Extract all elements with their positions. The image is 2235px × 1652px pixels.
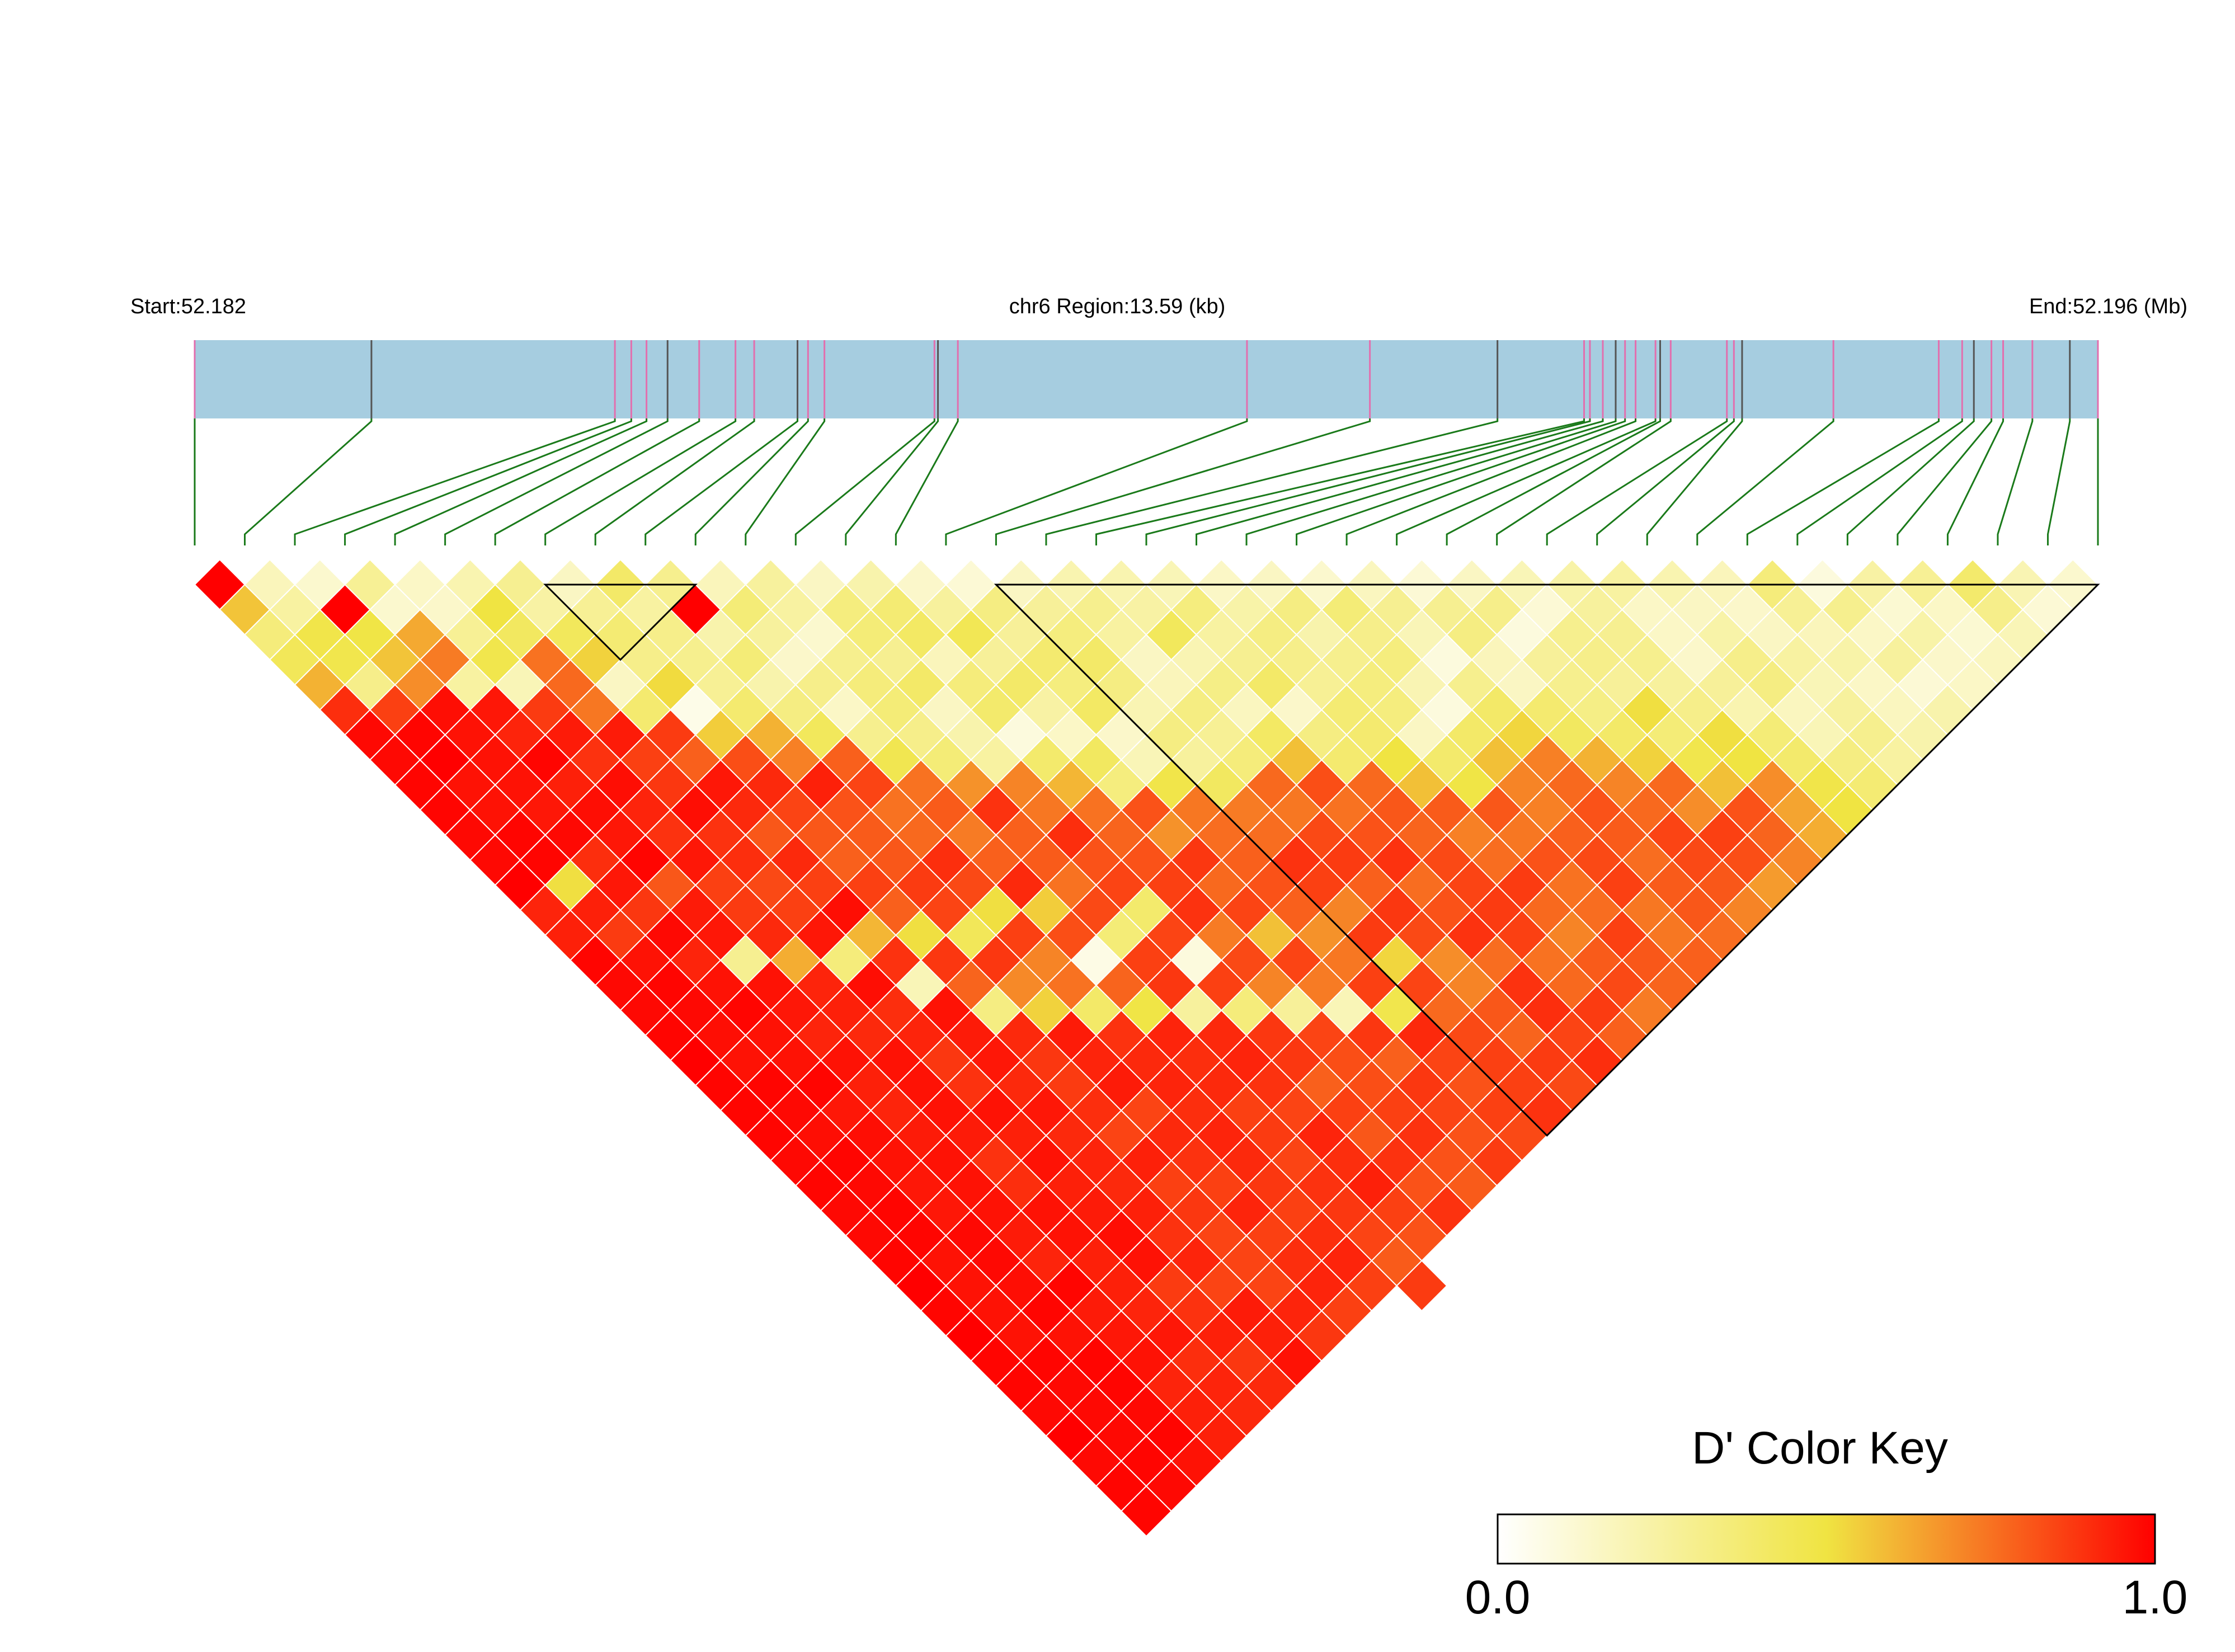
snp-connector [444, 418, 669, 545]
snp-connector [845, 418, 939, 545]
snp-connector [1145, 418, 1591, 545]
snp-connector [794, 418, 935, 545]
snp-connector [394, 418, 648, 545]
snp-connector [244, 418, 373, 545]
snp-connector [1997, 418, 2034, 545]
color-key-gradient-bar [1497, 1513, 2156, 1565]
snp-connector [1897, 418, 1993, 545]
snp-connector [1846, 418, 1975, 545]
region-title: chr6 Region:13.59 (kb) [1009, 295, 1226, 318]
snp-connector [1746, 418, 1940, 545]
ld-cell [1396, 1260, 1448, 1312]
ld-block-outline [543, 583, 698, 661]
snp-connector [995, 418, 1371, 545]
snp-connector [1796, 418, 1963, 545]
color-key: D' Color Key 0.0 1.0 [1465, 1423, 2188, 1623]
snp-connector-lines [194, 418, 2099, 545]
snp-connector [945, 418, 1248, 545]
snp-connector [1646, 418, 1743, 545]
snp-connector [1546, 418, 1728, 545]
snp-connector [1596, 418, 1735, 545]
region-end-label: End:52.196 (Mb) [2029, 295, 2187, 318]
snp-connector [294, 418, 616, 545]
snp-connector [1396, 418, 1657, 545]
snp-connector [1345, 418, 1637, 545]
snp-connector [2046, 418, 2071, 545]
snp-connector [344, 418, 632, 545]
snp-connector [644, 418, 799, 545]
snp-connector [544, 418, 737, 545]
snp-connector [494, 418, 700, 545]
snp-connector [1245, 418, 1617, 545]
snp-connector [1296, 418, 1626, 545]
snp-connector [1496, 418, 1672, 545]
color-key-title: D' Color Key [1692, 1423, 1948, 1474]
snp-connector [1446, 418, 1661, 545]
color-key-max-label: 1.0 [2123, 1571, 2188, 1623]
snp-connector [694, 418, 809, 545]
snp-connector [895, 418, 959, 545]
snp-connector [1095, 418, 1585, 545]
snp-connector [1946, 418, 2005, 545]
gene-track-bar [195, 340, 2098, 418]
snp-connector [594, 418, 755, 545]
snp-connector [745, 418, 826, 545]
ld-heatmap-cells [194, 558, 2099, 1537]
region-start-label: Start:52.182 [130, 295, 246, 318]
gene-track [194, 340, 2099, 418]
snp-connector [1696, 418, 1834, 545]
haplotype-block-outlines [543, 583, 2100, 1137]
snp-connector [1196, 418, 1604, 545]
ld-block-outline [994, 583, 2100, 1137]
color-key-min-label: 0.0 [1465, 1571, 1531, 1623]
snp-connector [1045, 418, 1499, 545]
